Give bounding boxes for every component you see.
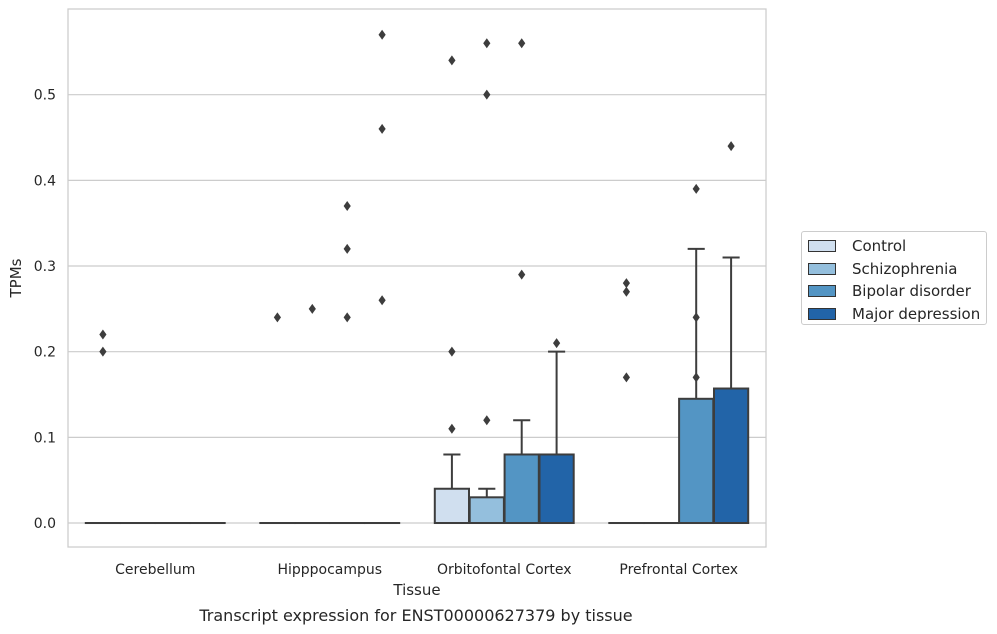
outlier-point bbox=[692, 312, 700, 323]
outlier-point bbox=[518, 38, 526, 49]
outlier-point bbox=[622, 278, 630, 289]
outlier-point bbox=[483, 415, 491, 426]
outlier-point bbox=[448, 423, 456, 434]
outlier-point bbox=[483, 38, 491, 49]
x-tick-label: Hipppocampus bbox=[277, 562, 382, 578]
outlier-point bbox=[448, 346, 456, 357]
outlier-point bbox=[692, 372, 700, 383]
legend-label: Major depression bbox=[852, 304, 981, 323]
x-tick-label: Cerebellum bbox=[115, 562, 195, 578]
legend-label: Bipolar disorder bbox=[852, 282, 971, 301]
boxes bbox=[84, 29, 750, 525]
outlier-point bbox=[727, 141, 735, 152]
outlier-point bbox=[99, 329, 107, 340]
x-tick-label: Orbitofontal Cortex bbox=[437, 562, 572, 578]
outlier-point bbox=[343, 243, 351, 254]
outlier-point bbox=[378, 29, 386, 40]
box bbox=[678, 397, 715, 525]
outlier-point bbox=[99, 346, 107, 357]
outlier-point bbox=[343, 312, 351, 323]
y-tick-label: 0.4 bbox=[34, 173, 56, 189]
x-tick-label: Prefrontal Cortex bbox=[619, 562, 738, 578]
legend-swatch bbox=[808, 307, 836, 320]
y-tick-label: 0.3 bbox=[34, 259, 56, 275]
y-tick-label: 0.5 bbox=[34, 88, 56, 104]
box bbox=[538, 453, 575, 525]
y-axis-label: TPMs bbox=[7, 258, 25, 298]
y-tick-label: 0.2 bbox=[34, 345, 56, 361]
box bbox=[712, 387, 750, 525]
outlier-point bbox=[518, 269, 526, 280]
legend-swatch bbox=[808, 285, 836, 298]
legend-label: Control bbox=[852, 237, 907, 256]
y-tick-labels: 0.0 0.1 0.2 0.3 0.4 0.5 bbox=[34, 88, 56, 532]
outlier-point bbox=[622, 372, 630, 383]
legend-swatch bbox=[808, 240, 836, 253]
legend-label: Schizophrenia bbox=[852, 259, 958, 278]
outlier-point bbox=[483, 89, 491, 100]
y-tick-label: 0.1 bbox=[34, 430, 56, 446]
x-axis-label: Tissue bbox=[392, 581, 440, 599]
legend-swatch bbox=[808, 262, 836, 275]
box bbox=[468, 496, 505, 525]
plot-area bbox=[67, 8, 767, 548]
outlier-point bbox=[692, 183, 700, 194]
legend-item: Control bbox=[808, 235, 986, 258]
box bbox=[503, 453, 540, 525]
outlier-point bbox=[378, 123, 386, 134]
outlier-point bbox=[308, 303, 316, 314]
outlier-point bbox=[273, 312, 281, 323]
y-tick-label: 0.0 bbox=[34, 516, 56, 532]
box bbox=[433, 487, 471, 525]
legend-item: Major depression bbox=[808, 303, 986, 326]
chart-caption: Transcript expression for ENST0000062737… bbox=[199, 606, 633, 625]
outlier-point bbox=[622, 286, 630, 297]
legend: Control Schizophrenia Bipolar disorder Majo… bbox=[801, 231, 987, 325]
outlier-point bbox=[448, 55, 456, 66]
outlier-point bbox=[553, 338, 561, 349]
outlier-point bbox=[378, 295, 386, 306]
x-tick-labels: Cerebellum Hipppocampus Orbitofontal Corte… bbox=[115, 562, 738, 578]
legend-item: Schizophrenia bbox=[808, 258, 986, 281]
legend-item: Bipolar disorder bbox=[808, 280, 986, 303]
outlier-point bbox=[343, 201, 351, 212]
